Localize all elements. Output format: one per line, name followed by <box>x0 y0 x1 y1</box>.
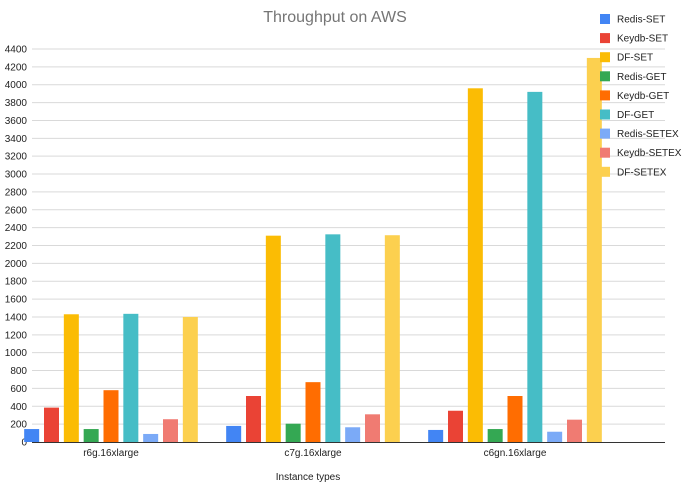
legend-label: Redis-SET <box>617 15 665 26</box>
legend-label: DF-SET <box>617 53 653 64</box>
legend-swatch <box>600 90 610 101</box>
bar-redis-setex-0 <box>143 433 159 442</box>
y-tick-label: 3800 <box>5 98 28 109</box>
y-tick-label: 1800 <box>5 277 28 288</box>
y-tick-label: 4000 <box>5 80 28 91</box>
legend-label: DF-GET <box>617 110 654 121</box>
y-tick-label: 1200 <box>5 330 28 341</box>
bar-keydb-set-1 <box>246 396 261 442</box>
bar-df-setex-2 <box>586 57 602 442</box>
bar-redis-get-1 <box>285 423 301 442</box>
bar-df-get-1 <box>325 234 341 442</box>
legend-swatch <box>600 109 610 120</box>
bar-redis-set-1 <box>226 425 242 442</box>
legend-swatch <box>600 166 610 177</box>
bar-keydb-get-2 <box>507 396 523 442</box>
y-axis-ticks: 0 200 400 600 800 1000 1200 1400 1600 1800 2000 220… <box>5 45 28 449</box>
y-tick-label: 200 <box>10 420 27 431</box>
bar-keydb-set-0 <box>44 407 59 442</box>
legend-swatch <box>600 14 610 24</box>
y-tick-label: 0 <box>21 438 27 449</box>
y-tick-label: 1400 <box>5 312 28 323</box>
legend-swatch <box>600 71 610 82</box>
bar-redis-set-2 <box>428 429 444 442</box>
bar-keydb-get-1 <box>305 382 321 442</box>
bar-keydb-set-2 <box>448 410 463 442</box>
legend-swatch <box>600 147 610 158</box>
x-tick-label: c6gn.16xlarge <box>484 448 547 459</box>
x-tick-label: r6g.16xlarge <box>83 448 139 459</box>
chart-title: Throughput on AWS <box>263 9 407 26</box>
legend-swatch <box>600 52 610 63</box>
bar-keydb-setex-2 <box>567 419 582 442</box>
y-tick-label: 2000 <box>5 259 28 270</box>
legend: Redis-SET Keydb-SET DF-SET Redis-GET Keydb-G… <box>600 14 682 178</box>
bar-redis-set-0 <box>24 429 40 442</box>
legend-label: Redis-SETEX <box>617 129 679 140</box>
y-tick-label: 400 <box>10 402 27 413</box>
legend-label: Keydb-SETEX <box>617 148 682 159</box>
y-tick-label: 3400 <box>5 134 28 145</box>
y-tick-label: 3600 <box>5 116 28 127</box>
bar-redis-setex-2 <box>547 431 563 442</box>
x-axis-title: Instance types <box>276 472 340 483</box>
bar-keydb-setex-0 <box>163 419 178 442</box>
bar-df-setex-0 <box>182 316 198 442</box>
bar-keydb-setex-1 <box>365 414 380 442</box>
bar-df-set-2 <box>467 88 483 443</box>
bar-keydb-get-0 <box>103 390 119 442</box>
legend-label: DF-SETEX <box>617 167 667 178</box>
bar-redis-setex-1 <box>345 427 361 442</box>
x-tick-label: c7g.16xlarge <box>284 448 342 459</box>
legend-swatch <box>600 33 610 44</box>
legend-swatch <box>600 128 610 139</box>
y-tick-label: 1600 <box>5 295 28 306</box>
bar-df-set-1 <box>265 235 281 442</box>
x-axis-ticks: r6g.16xlarge c7g.16xlarge c6gn.16xlarge <box>83 448 547 459</box>
bar-df-get-2 <box>527 91 543 442</box>
y-tick-label: 2800 <box>5 187 28 198</box>
y-tick-label: 2400 <box>5 223 28 234</box>
bars <box>24 57 602 443</box>
bar-df-set-0 <box>63 314 79 442</box>
y-tick-label: 4200 <box>5 62 28 73</box>
y-tick-label: 800 <box>10 366 27 377</box>
bar-df-get-0 <box>123 313 139 442</box>
legend-label: Keydb-SET <box>617 34 668 45</box>
legend-label: Keydb-GET <box>617 91 669 102</box>
y-tick-label: 2600 <box>5 205 28 216</box>
y-tick-label: 3000 <box>5 170 28 181</box>
y-tick-label: 600 <box>10 384 27 395</box>
bar-redis-get-0 <box>83 429 99 442</box>
bar-df-setex-1 <box>384 235 400 442</box>
bar-redis-get-2 <box>487 429 503 442</box>
y-tick-label: 4400 <box>5 45 28 56</box>
y-tick-label: 2200 <box>5 241 28 252</box>
legend-label: Redis-GET <box>617 72 666 83</box>
y-tick-label: 1000 <box>5 348 28 359</box>
y-tick-label: 3200 <box>5 152 28 163</box>
